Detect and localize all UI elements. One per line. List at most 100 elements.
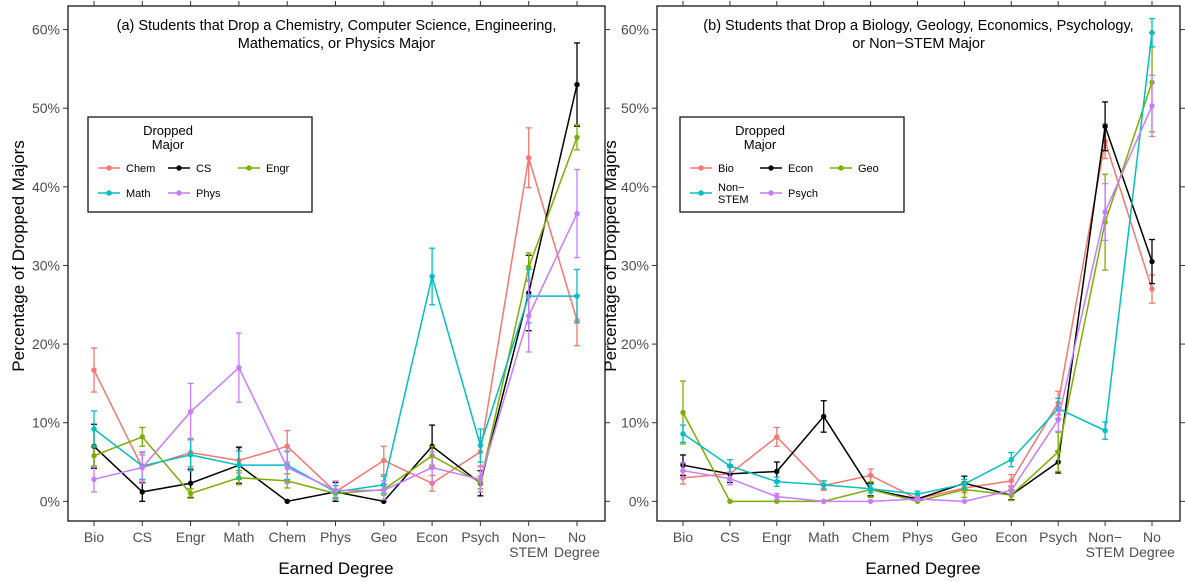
legend-label: Psych xyxy=(788,188,818,200)
chart-title-b-line-2: or Non−STEM Major xyxy=(852,36,985,52)
data-point xyxy=(1149,103,1155,109)
legend-label: Non− xyxy=(718,182,745,194)
chart-title-a-line-2: Mathematics, or Physics Major xyxy=(238,36,436,52)
data-point xyxy=(187,452,194,458)
data-point xyxy=(1102,123,1108,129)
legend-box xyxy=(679,116,905,213)
x-tick-label-b: Degree xyxy=(1129,544,1175,560)
legend-title: Major xyxy=(152,137,185,152)
data-point xyxy=(91,426,97,432)
data-point xyxy=(236,364,242,371)
legend-item-bio: Bio xyxy=(690,163,734,175)
legend-label: Chem xyxy=(126,163,155,175)
data-point xyxy=(821,498,827,505)
legend-label: CS xyxy=(196,163,211,175)
legend-item-phys: Phys xyxy=(168,188,221,200)
data-point xyxy=(574,210,580,217)
data-point xyxy=(477,442,484,449)
x-tick-label-b: Engr xyxy=(762,529,792,545)
legend-key-point xyxy=(106,165,112,171)
legend-item-cs: CS xyxy=(168,163,211,175)
legend-title: Dropped xyxy=(143,123,193,138)
series-psych-b xyxy=(680,74,1155,505)
y-tick-label-b: 0% xyxy=(629,493,649,509)
data-point xyxy=(284,464,290,471)
y-tick-label-a: 60% xyxy=(32,22,60,38)
x-tick-label-a: Math xyxy=(223,529,254,545)
data-point xyxy=(574,134,580,141)
y-tick-label-b: 50% xyxy=(621,100,649,116)
legend-key-point xyxy=(698,165,704,171)
x-tick-label-b: CS xyxy=(720,529,739,545)
legend-label: Bio xyxy=(718,163,734,175)
data-point xyxy=(1149,286,1155,292)
data-point xyxy=(139,464,145,471)
data-point xyxy=(91,453,97,459)
data-point xyxy=(680,431,686,437)
y-tick-label-a: 20% xyxy=(32,336,60,352)
data-point xyxy=(1149,30,1155,36)
x-tick-label-b: Econ xyxy=(995,529,1027,545)
series-phys-a xyxy=(91,168,580,501)
plot-frame-b xyxy=(656,5,1181,522)
legend-key-point xyxy=(246,165,252,171)
data-point xyxy=(284,498,290,505)
data-point xyxy=(139,434,145,440)
x-tick-label-a: No xyxy=(568,529,586,545)
data-point xyxy=(1102,427,1108,434)
panel-b: (b) Students that Drop a Biology, Geolog… xyxy=(621,1,1185,560)
data-point xyxy=(867,486,874,492)
x-tick-label-a: Econ xyxy=(416,529,448,545)
data-point xyxy=(1055,449,1061,455)
series-math-a xyxy=(91,247,580,499)
x-tick-label-b: Bio xyxy=(673,529,693,545)
legend-item-psych: Psych xyxy=(760,188,818,200)
data-point xyxy=(914,496,921,502)
data-point xyxy=(284,443,290,450)
data-point xyxy=(429,464,435,471)
y-tick-label-a: 30% xyxy=(32,257,60,273)
data-point xyxy=(91,476,97,483)
y-tick-label-b: 30% xyxy=(621,257,649,273)
data-point xyxy=(1102,209,1108,215)
legend-key-point xyxy=(106,190,112,196)
data-point xyxy=(867,472,874,479)
legend-item-econ: Econ xyxy=(760,163,813,175)
legend-key-point xyxy=(698,190,704,196)
data-point xyxy=(774,434,780,440)
data-point xyxy=(187,480,194,486)
x-tick-label-b: Psych xyxy=(1039,529,1077,545)
data-point xyxy=(1149,258,1155,265)
x-tick-label-b: Math xyxy=(808,529,839,545)
legend-label: STEM xyxy=(718,194,749,206)
x-tick-label-a: Degree xyxy=(554,544,600,560)
data-point xyxy=(1008,456,1014,463)
x-tick-label-b: No xyxy=(1143,529,1161,545)
series-cs-a xyxy=(91,42,580,505)
data-point xyxy=(139,489,145,495)
data-point xyxy=(680,467,686,474)
data-point xyxy=(914,491,921,497)
legend-item-math: Math xyxy=(98,188,150,200)
x-tick-label-b: STEM xyxy=(1086,544,1125,560)
legend-title: Major xyxy=(744,137,777,152)
legend-key-point xyxy=(176,165,182,171)
data-point xyxy=(574,81,580,88)
data-point xyxy=(381,457,387,464)
y-axis-label-a: Percentage of Dropped Majors xyxy=(9,140,28,372)
legend-label: Geo xyxy=(858,163,879,175)
x-tick-label-a: Chem xyxy=(269,529,306,545)
data-point xyxy=(727,463,733,469)
x-tick-label-a: Engr xyxy=(176,529,206,545)
x-tick-label-b: Geo xyxy=(951,529,978,545)
plot-frame-a xyxy=(67,5,606,522)
legend-label: Engr xyxy=(266,163,290,175)
y-tick-label-b: 40% xyxy=(621,179,649,195)
y-tick-label-a: 50% xyxy=(32,100,60,116)
series-geo-b xyxy=(680,32,1155,505)
data-point xyxy=(236,462,242,468)
x-tick-label-a: Phys xyxy=(320,529,351,545)
y-tick-label-a: 40% xyxy=(32,179,60,195)
data-point xyxy=(680,409,686,416)
legend-key-point xyxy=(176,190,182,196)
